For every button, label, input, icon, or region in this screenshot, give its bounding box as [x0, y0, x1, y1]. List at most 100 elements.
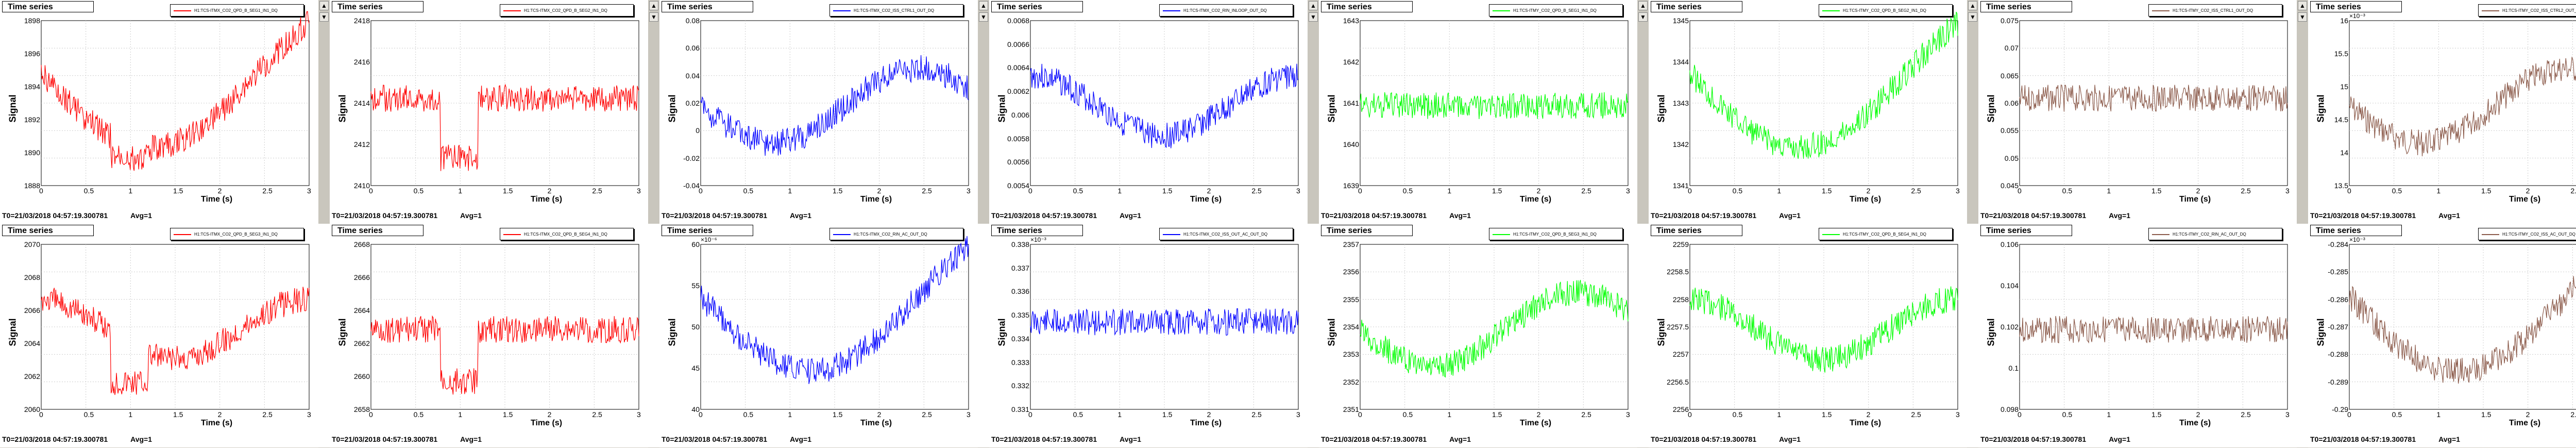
panel-title-tab[interactable]: Time series	[1321, 1, 1413, 12]
x-tick-label: 3	[1296, 187, 1300, 195]
series-line	[1360, 279, 1629, 378]
panel-title-tab[interactable]: Time series	[2310, 1, 2402, 12]
footer-avg: Avg=1	[1120, 435, 1142, 443]
panel-title-tab[interactable]: Time series	[2, 1, 94, 12]
series-line	[41, 11, 310, 171]
scroll-up-button[interactable]: ▲	[979, 1, 988, 10]
footer-avg: Avg=1	[790, 435, 812, 443]
plot-area[interactable]	[1329, 234, 1638, 430]
plot-area[interactable]	[999, 10, 1309, 206]
x-tick-label: 0.5	[2392, 410, 2402, 419]
legend-line	[833, 234, 851, 235]
plot-area[interactable]	[2318, 234, 2576, 430]
panel-title-tab[interactable]: Time series	[991, 1, 1083, 12]
plot-area[interactable]	[340, 10, 649, 206]
plot-area[interactable]	[670, 234, 979, 430]
plot-area[interactable]	[670, 10, 979, 206]
x-tick-label: 2	[217, 187, 222, 195]
plot-panel: Time series H1:TCS-ITMY_CO2_QPD_B_SEG3_IN…	[1319, 224, 1649, 447]
scroll-up-button[interactable]: ▲	[1309, 1, 1318, 10]
plot-area[interactable]	[10, 234, 319, 430]
x-tick-label: 2	[217, 410, 222, 419]
y-tick-label: 0.333	[1011, 358, 1029, 367]
panel-title-tab[interactable]: Time series	[2, 225, 94, 236]
plot-area[interactable]	[1989, 234, 2298, 430]
plot-panel: Time series H1:TCS-ITMX_CO2_QPD_B_SEG1_IN…	[0, 0, 330, 224]
legend-text: H1:TCS-ITMY_CO2_QPD_B_SEG4_IN1_DQ	[1843, 232, 1926, 237]
panel-footer: T0=21/03/2018 04:57:19.300781 Avg=1	[2, 435, 152, 443]
panel-title-tab[interactable]: Time series	[1980, 1, 2072, 12]
scroll-up-button[interactable]: ▲	[1638, 1, 1648, 10]
panel-title-tab[interactable]: Time series	[1651, 1, 1742, 12]
scroll-up-button[interactable]: ▲	[649, 1, 658, 10]
panel-title-tab[interactable]: Time series	[1321, 225, 1413, 236]
plot-area[interactable]	[999, 234, 1309, 430]
panel-title-tab[interactable]: Time series	[1980, 225, 2072, 236]
plot-area[interactable]	[2318, 10, 2576, 206]
scroll-down-button[interactable]: ▼	[979, 12, 988, 22]
legend-box: H1:TCS-ITMY_CO2_ISS_CTRL2_OUT_DQ	[2478, 4, 2576, 16]
y-tick-label: 0.337	[1011, 263, 1029, 272]
y-tick-label: 0.335	[1011, 311, 1029, 320]
scroll-up-button[interactable]: ▲	[2298, 1, 2307, 10]
x-tick-label: 0.5	[1402, 410, 1413, 419]
x-tick-label: 0	[2347, 410, 2351, 419]
scroll-up-button[interactable]: ▲	[1968, 1, 1977, 10]
plot-area[interactable]	[1659, 234, 1968, 430]
x-tick-label: 2.5	[1251, 187, 1262, 195]
y-tick-label: 50	[691, 323, 700, 331]
series-line	[2019, 84, 2288, 112]
y-tick-label: 2256	[1672, 405, 1689, 413]
plot-area[interactable]	[10, 10, 319, 206]
scroll-down-button[interactable]: ▼	[2298, 12, 2307, 22]
legend-line	[1163, 234, 1180, 235]
x-tick-label: 1	[2107, 410, 2111, 419]
legend-box: H1:TCS-ITMY_CO2_ISS_CTRL1_OUT_DQ	[2148, 4, 2282, 16]
panel-title-tab[interactable]: Time series	[1651, 225, 1742, 236]
scroll-down-button[interactable]: ▼	[319, 12, 329, 22]
x-tick-label: 3	[2285, 187, 2290, 195]
x-tick-label: 2.5	[1251, 410, 1262, 419]
plot-panel: Time series H1:TCS-ITMX_CO2_RIN_INLOOP_OU…	[989, 0, 1319, 224]
y-axis-multiplier: ×10⁻³	[2349, 12, 2365, 20]
y-tick-label: 0.02	[685, 99, 700, 107]
y-tick-label: -0.286	[2328, 295, 2348, 304]
x-tick-label: 2	[1866, 410, 1871, 419]
series-line	[41, 287, 310, 395]
x-tick-label: 1.5	[173, 410, 183, 419]
panel-title-tab[interactable]: Time series	[2310, 225, 2402, 236]
scroll-up-button[interactable]: ▲	[319, 1, 329, 10]
plot-area[interactable]	[1329, 10, 1638, 206]
x-tick-label: 2	[1207, 410, 1211, 419]
panel-title-tab[interactable]: Time series	[662, 225, 753, 236]
panel-title-tab[interactable]: Time series	[332, 1, 423, 12]
x-axis-label: Time (s)	[2509, 195, 2541, 204]
plot-area[interactable]	[1989, 10, 2298, 206]
y-tick-label: -0.02	[683, 154, 700, 162]
panel-footer: T0=21/03/2018 04:57:19.300781 Avg=1	[1651, 211, 1801, 220]
plot-panel: Time series H1:TCS-ITMY_CO2_QPD_B_SEG2_IN…	[1649, 0, 1978, 224]
x-tick-label: 2.5	[2241, 187, 2251, 195]
x-tick-label: 1.5	[833, 410, 843, 419]
x-tick-label: 0	[2018, 410, 2022, 419]
y-axis-label: Signal	[1986, 94, 1996, 123]
scroll-down-button[interactable]: ▼	[1309, 12, 1318, 22]
footer-time: T0=21/03/2018 04:57:19.300781	[1980, 211, 2087, 220]
x-tick-label: 1	[458, 187, 463, 195]
scroll-down-button[interactable]: ▼	[1968, 12, 1977, 22]
x-tick-label: 2.5	[2241, 410, 2251, 419]
footer-avg: Avg=1	[1120, 211, 1142, 220]
panel-title-tab[interactable]: Time series	[991, 225, 1083, 236]
panel-footer: T0=21/03/2018 04:57:19.300781 Avg=1	[2310, 435, 2460, 443]
legend-line	[2482, 234, 2499, 235]
plot-area[interactable]	[340, 234, 649, 430]
legend-text: H1:TCS-ITMY_CO2_QPD_B_SEG1_IN1_DQ	[1513, 8, 1597, 13]
plot-area[interactable]	[1659, 10, 1968, 206]
scroll-down-button[interactable]: ▼	[1638, 12, 1648, 22]
series-line	[700, 236, 969, 384]
panel-title-tab[interactable]: Time series	[332, 225, 423, 236]
scroll-down-button[interactable]: ▼	[649, 12, 658, 22]
panel-title-tab[interactable]: Time series	[662, 1, 753, 12]
y-tick-label: 2258.5	[1667, 268, 1689, 276]
footer-time: T0=21/03/2018 04:57:19.300781	[1321, 211, 1427, 220]
